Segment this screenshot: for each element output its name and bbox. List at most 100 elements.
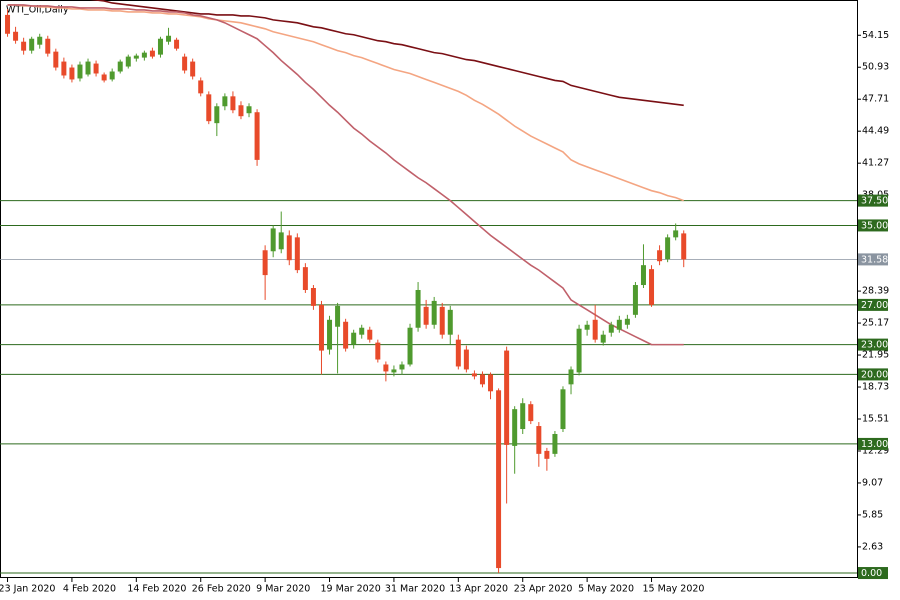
- candle-body: [463, 349, 469, 370]
- candle-body: [544, 450, 550, 459]
- candle-body: [447, 309, 453, 335]
- candle-body: [367, 329, 373, 340]
- candle-body: [93, 63, 99, 74]
- candle-body: [657, 250, 663, 262]
- x-tick-label: 13 Apr 2020: [449, 584, 508, 595]
- y-tick-label: 54.15: [862, 30, 889, 41]
- candle-body: [13, 31, 19, 41]
- level-label-box: [858, 219, 888, 232]
- candle-body: [512, 409, 518, 446]
- candle-body: [649, 269, 655, 305]
- candle-body: [496, 390, 502, 569]
- moving-average: [89, 0, 684, 107]
- candle-body: [479, 374, 485, 385]
- y-tick-label: 44.49: [862, 126, 889, 137]
- candle-body: [673, 230, 679, 238]
- y-tick-label: 9.07: [862, 477, 883, 488]
- level-label-box: [858, 567, 888, 580]
- y-tick-label: 28.39: [862, 286, 889, 297]
- candle-body: [5, 14, 11, 34]
- candle-body: [536, 426, 542, 454]
- x-tick-label: 19 Mar 2020: [321, 584, 381, 595]
- candle-body: [415, 289, 421, 328]
- level-label: 37.50: [861, 196, 888, 207]
- level-label-box: [858, 437, 888, 450]
- candle-body: [246, 106, 252, 114]
- candle-body: [101, 74, 107, 81]
- candle-body: [343, 321, 349, 349]
- candle-body: [632, 285, 638, 315]
- x-tick-label: 4 Feb 2020: [63, 584, 116, 595]
- candle-body: [335, 305, 341, 327]
- candle-body: [294, 237, 300, 271]
- candle-body: [488, 374, 494, 392]
- moving-average: [7, 4, 685, 202]
- y-tick-label: 18.73: [862, 382, 889, 393]
- y-tick-label: 21.95: [862, 350, 889, 361]
- candle-body: [600, 334, 606, 343]
- candle-body: [592, 319, 598, 340]
- candle-body: [214, 106, 220, 124]
- candle-body: [190, 61, 196, 77]
- level-label-box: [858, 368, 888, 381]
- candle-body: [45, 38, 51, 54]
- candle-body: [254, 112, 260, 160]
- candle-body: [69, 67, 75, 80]
- candle-body: [117, 61, 123, 72]
- plot-area: [0, 0, 857, 574]
- candle-body: [222, 96, 228, 107]
- candle-body: [552, 433, 558, 454]
- candle-body: [21, 41, 27, 51]
- candle-body: [640, 265, 646, 286]
- candle-body: [238, 105, 244, 117]
- candle-body: [576, 328, 582, 373]
- candle-body: [391, 369, 397, 373]
- candle-body: [77, 64, 83, 79]
- candle-body: [278, 232, 284, 250]
- candle-body: [608, 324, 614, 333]
- candle-body: [109, 71, 115, 80]
- y-tick-label: 12.29: [862, 445, 889, 456]
- candle-body: [431, 300, 437, 325]
- candle-body: [230, 96, 236, 111]
- candle-body: [157, 38, 163, 55]
- level-label: 35.00: [861, 220, 888, 231]
- x-tick-label: 26 Feb 2020: [192, 584, 251, 595]
- candle-body: [302, 267, 308, 290]
- y-tick-label: 50.93: [862, 62, 889, 73]
- candle-body: [624, 318, 630, 325]
- y-tick-label: 5.85: [862, 509, 883, 520]
- candle-body: [29, 38, 35, 51]
- level-label-box: [858, 338, 888, 351]
- x-tick-label: 15 May 2020: [643, 584, 705, 595]
- candle-body: [375, 342, 381, 360]
- candle-body: [407, 327, 413, 365]
- y-tick-label: 2.63: [862, 541, 883, 552]
- x-tick-label: 14 Feb 2020: [127, 584, 186, 595]
- last-price-box: [858, 253, 888, 266]
- candle-body: [528, 404, 534, 422]
- candle-body: [166, 35, 172, 42]
- plot-frame: [0, 0, 858, 578]
- candle-body: [198, 80, 204, 94]
- candle-body: [174, 39, 180, 49]
- candle-body: [568, 369, 574, 385]
- chart-title: WTI_Oil,Daily: [6, 5, 69, 16]
- candle-body: [206, 94, 212, 122]
- level-label-box: [858, 194, 888, 207]
- candle-body: [471, 373, 477, 377]
- x-tick-label: 23 Jan 2020: [0, 584, 55, 595]
- level-label: 13.00: [861, 439, 888, 450]
- candle-body: [383, 364, 389, 372]
- candle-body: [61, 61, 67, 76]
- candle-body: [318, 304, 324, 351]
- candle-body: [455, 339, 461, 367]
- candle-body: [327, 319, 333, 350]
- candle-body: [359, 327, 365, 335]
- y-tick-label: 25.17: [862, 318, 889, 329]
- candle-body: [399, 364, 405, 370]
- candle-body: [439, 306, 445, 335]
- x-tick-label: 9 Mar 2020: [256, 584, 310, 595]
